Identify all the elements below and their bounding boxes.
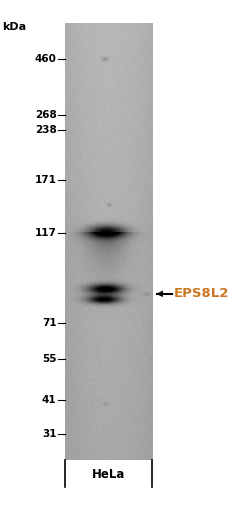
Text: 71: 71 (42, 318, 57, 328)
Text: HeLa: HeLa (92, 468, 125, 481)
Text: 238: 238 (35, 125, 57, 135)
Text: 31: 31 (42, 429, 57, 439)
Text: 41: 41 (42, 394, 57, 405)
Text: 117: 117 (35, 227, 57, 238)
Bar (65, 460, 152, 490)
Text: EPS8L2: EPS8L2 (174, 287, 229, 300)
Text: 460: 460 (35, 54, 57, 64)
Text: kDa: kDa (2, 21, 26, 32)
Text: 268: 268 (35, 110, 57, 120)
Text: 55: 55 (42, 354, 57, 364)
Text: 171: 171 (35, 175, 57, 185)
